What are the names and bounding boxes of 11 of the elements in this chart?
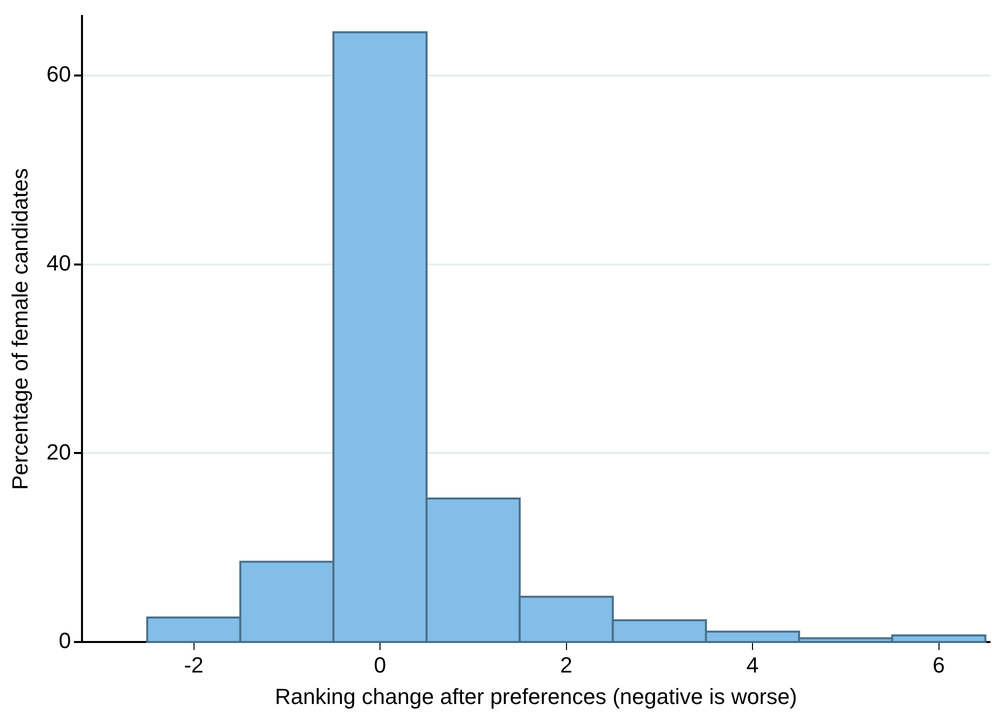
x-tick-label: 0: [374, 652, 386, 678]
y-tick-label: 20: [46, 439, 71, 464]
x-axis-title: Ranking change after preferences (negative is worse): [274, 684, 798, 709]
y-tick-label: 0: [58, 628, 71, 654]
x-tick-label: -2: [184, 652, 204, 678]
x-tick-label: 6: [932, 652, 945, 678]
x-tick-label: 2: [560, 652, 572, 678]
x-tick-label: 4: [746, 652, 759, 678]
y-tick-label: 60: [46, 62, 71, 87]
y-tick-label: 40: [46, 250, 71, 276]
y-axis-title: Percentage of female candidates: [7, 168, 32, 490]
